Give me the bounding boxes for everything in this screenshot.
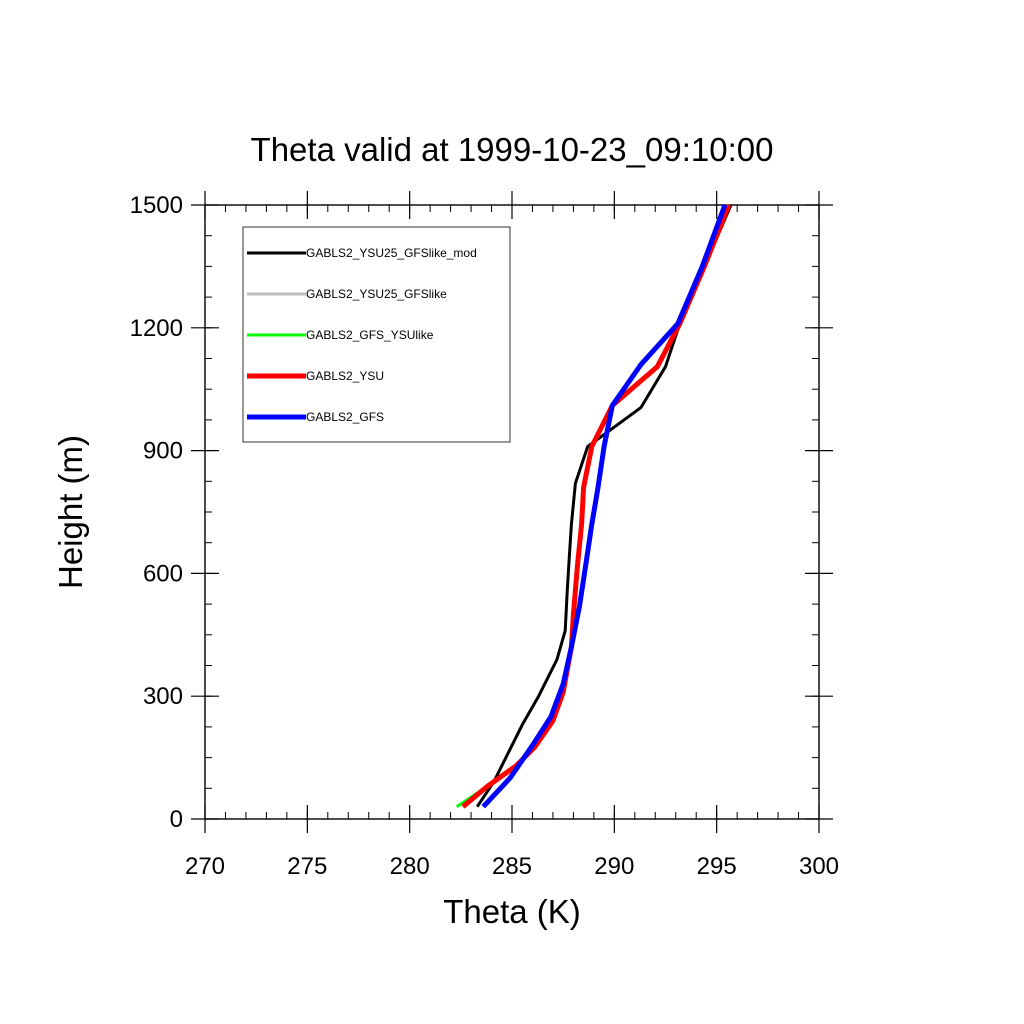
y-tick-label: 900: [143, 438, 183, 465]
legend-label-4: GABLS2_YSU: [306, 369, 384, 383]
legend-label-2: GABLS2_YSU25_GFSlike: [306, 287, 447, 301]
series-lines: [455, 204, 733, 809]
y-tick-label: 0: [170, 806, 183, 833]
x-tick-label: 290: [594, 853, 634, 880]
y-tick-label: 600: [143, 560, 183, 587]
y-tick-label: 1200: [130, 315, 183, 342]
x-tick-label: 295: [697, 853, 737, 880]
x-axis-label: Theta (K): [443, 893, 581, 930]
major-ticks: [191, 191, 833, 833]
y-tick-labels: 0 300 600 900 1200 1500: [130, 192, 183, 833]
x-tick-label: 270: [185, 853, 225, 880]
x-tick-labels: 270 275 280 285 290 295 300: [185, 853, 839, 880]
y-tick-label: 1500: [130, 192, 183, 219]
y-axis-label: Height (m): [52, 435, 89, 589]
legend: GABLS2_YSU25_GFSlike_mod GABLS2_YSU25_GFS…: [242, 226, 511, 443]
legend-label-5: GABLS2_GFS: [306, 410, 384, 424]
series-line-1: [475, 204, 733, 808]
legend-label-3: GABLS2_GFS_YSUlike: [306, 328, 434, 342]
x-tick-label: 300: [799, 853, 839, 880]
x-tick-label: 285: [492, 853, 532, 880]
x-tick-label: 275: [287, 853, 327, 880]
x-tick-label: 280: [390, 853, 430, 880]
legend-label-1: GABLS2_YSU25_GFSlike_mod: [306, 246, 477, 260]
series-line-5: [481, 204, 728, 809]
y-tick-label: 300: [143, 683, 183, 710]
chart-title: Theta valid at 1999-10-23_09:10:00: [251, 131, 774, 168]
